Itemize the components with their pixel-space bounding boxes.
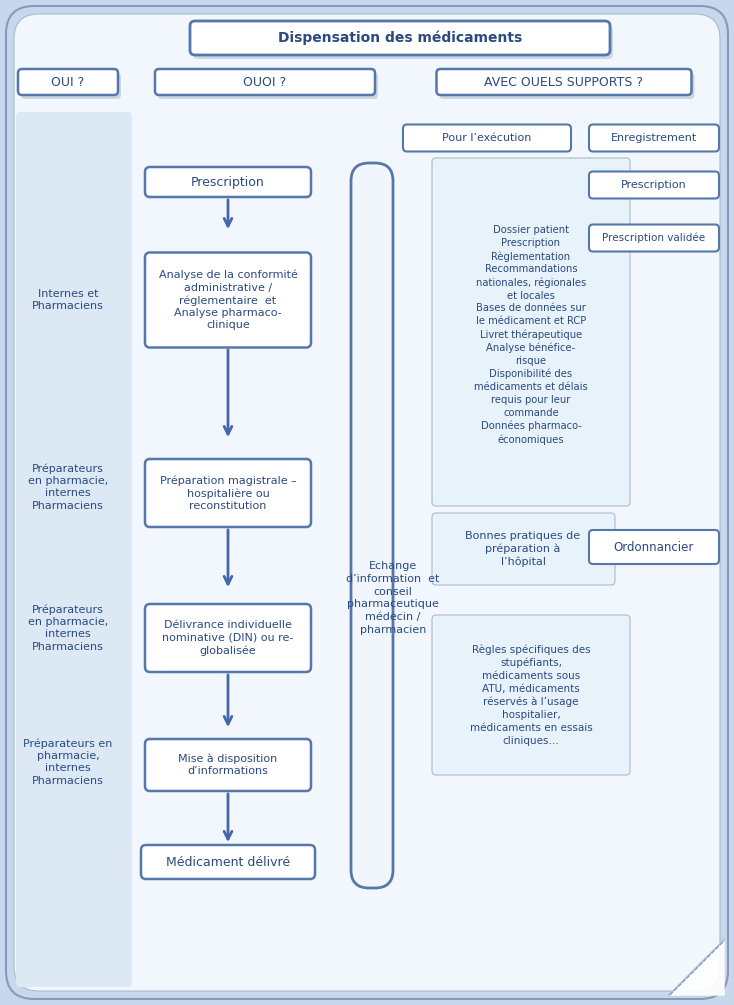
FancyBboxPatch shape	[14, 14, 720, 991]
Text: Préparateurs
en pharmacie,
internes
Pharmaciens: Préparateurs en pharmacie, internes Phar…	[28, 604, 108, 652]
FancyBboxPatch shape	[432, 158, 630, 506]
FancyBboxPatch shape	[440, 73, 694, 99]
Text: Dispensation des médicaments: Dispensation des médicaments	[278, 31, 522, 45]
FancyBboxPatch shape	[432, 615, 630, 775]
Text: Préparation magistrale –
hospitalière ou
reconstitution: Préparation magistrale – hospitalière ou…	[159, 475, 297, 511]
Text: Prescription validée: Prescription validée	[603, 233, 705, 243]
FancyBboxPatch shape	[589, 530, 719, 564]
FancyBboxPatch shape	[158, 73, 378, 99]
FancyBboxPatch shape	[155, 69, 375, 95]
FancyBboxPatch shape	[351, 163, 393, 888]
Text: Analyse de la conformité
administrative /
réglementaire  et
Analyse pharmaco-
cl: Analyse de la conformité administrative …	[159, 269, 297, 331]
Text: Prescription: Prescription	[621, 180, 687, 190]
FancyBboxPatch shape	[145, 167, 311, 197]
FancyBboxPatch shape	[193, 25, 613, 59]
FancyBboxPatch shape	[21, 73, 121, 99]
FancyBboxPatch shape	[589, 224, 719, 251]
Text: Echange
d’information  et
conseil
pharmaceutique
médecin /
pharmacien: Echange d’information et conseil pharmac…	[346, 561, 440, 635]
FancyBboxPatch shape	[18, 69, 118, 95]
FancyBboxPatch shape	[589, 172, 719, 199]
Text: Internes et
Pharmaciens: Internes et Pharmaciens	[32, 288, 104, 312]
FancyBboxPatch shape	[403, 125, 571, 152]
Text: Ordonnancier: Ordonnancier	[614, 541, 694, 554]
FancyBboxPatch shape	[145, 252, 311, 348]
FancyBboxPatch shape	[190, 21, 610, 55]
Text: Mise à disposition
d’informations: Mise à disposition d’informations	[178, 754, 277, 777]
FancyBboxPatch shape	[145, 604, 311, 672]
FancyBboxPatch shape	[16, 112, 132, 987]
Text: Préparateurs en
pharmacie,
internes
Pharmaciens: Préparateurs en pharmacie, internes Phar…	[23, 738, 113, 786]
Text: OUOI ?: OUOI ?	[244, 75, 286, 88]
Text: AVEC OUELS SUPPORTS ?: AVEC OUELS SUPPORTS ?	[484, 75, 644, 88]
Text: Pour l’exécution: Pour l’exécution	[443, 133, 531, 143]
Text: Dossier patient
Prescription
Règlementation
Recommandations
nationales, régional: Dossier patient Prescription Règlementat…	[474, 225, 588, 445]
Text: Bonnes pratiques de
préparation à
l’hôpital: Bonnes pratiques de préparation à l’hôpi…	[465, 531, 581, 567]
Text: Préparateurs
en pharmacie,
internes
Pharmaciens: Préparateurs en pharmacie, internes Phar…	[28, 463, 108, 511]
Polygon shape	[669, 940, 724, 995]
Text: Prescription: Prescription	[191, 176, 265, 189]
Text: Médicament délivré: Médicament délivré	[166, 855, 290, 868]
FancyBboxPatch shape	[589, 125, 719, 152]
FancyBboxPatch shape	[145, 459, 311, 527]
FancyBboxPatch shape	[141, 845, 315, 879]
FancyBboxPatch shape	[6, 6, 728, 999]
Text: Règles spécifiques des
stupéfiants,
médicaments sous
ATU, médicaments
réservés à: Règles spécifiques des stupéfiants, médi…	[470, 644, 592, 746]
Text: Délivrance individuelle
nominative (DIN) ou re-
globalisée: Délivrance individuelle nominative (DIN)…	[162, 620, 294, 655]
Text: OUI ?: OUI ?	[51, 75, 84, 88]
FancyBboxPatch shape	[432, 513, 615, 585]
Text: Enregistrement: Enregistrement	[611, 133, 697, 143]
FancyBboxPatch shape	[437, 69, 691, 95]
FancyBboxPatch shape	[145, 739, 311, 791]
